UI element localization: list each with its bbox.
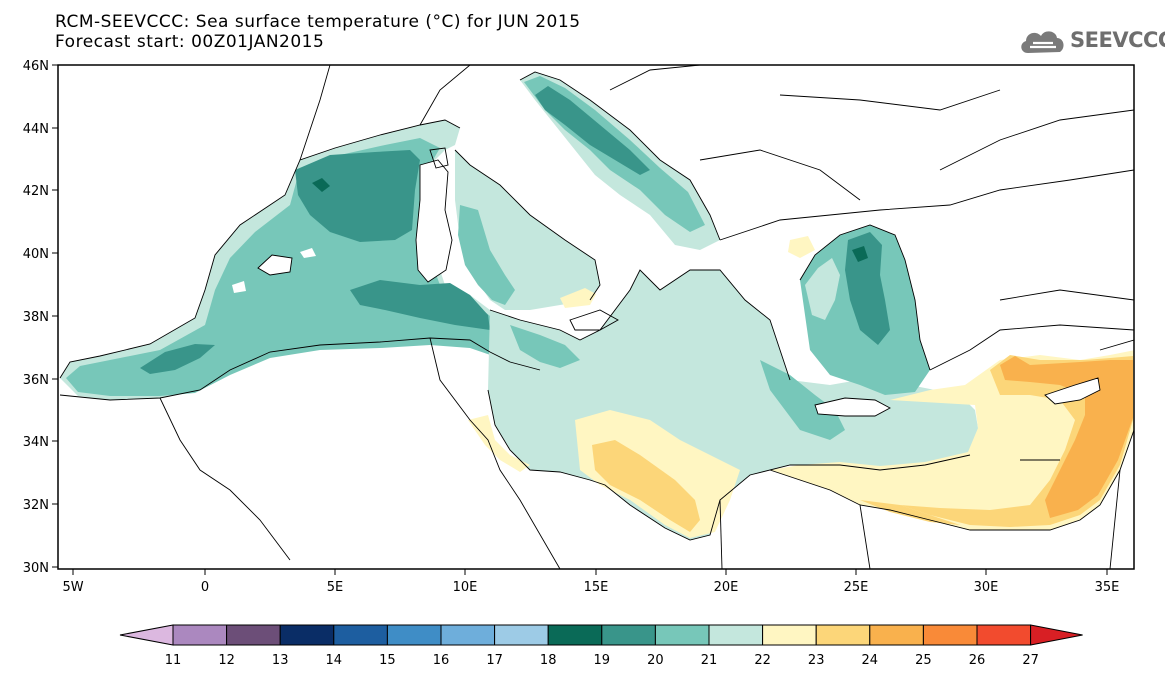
lon-label: 5W	[62, 580, 83, 595]
lat-label: 30N	[23, 561, 49, 576]
west-19-zone-north	[295, 150, 420, 242]
colorbar-label: 25	[915, 653, 932, 668]
aegean-19-zone	[845, 232, 890, 345]
sicily-channel-20	[510, 325, 580, 368]
west-20-zone	[66, 138, 540, 396]
colorbar-label: 17	[486, 653, 503, 668]
colorbar-label: 20	[647, 653, 664, 668]
lon-label: 25E	[844, 580, 869, 595]
latitude-axis: 46N 44N 42N 40N 38N 36N 34N 32N 30N	[23, 59, 58, 576]
tyrrhenian-20-zone	[458, 205, 515, 305]
sardinia-white	[416, 160, 452, 282]
lon-label: 35E	[1095, 580, 1120, 595]
colorbar-label: 11	[165, 653, 182, 668]
colorbar-swatch	[386, 624, 442, 646]
colorbar-swatch	[494, 624, 549, 646]
colorbar-label: 14	[326, 653, 343, 668]
lat-label: 46N	[23, 59, 49, 74]
colorbar-swatch	[654, 624, 710, 646]
colorbar-swatch	[226, 624, 281, 646]
tyrrhenian-22-spot	[560, 288, 596, 308]
colorbar-swatch	[601, 624, 656, 646]
lat-label: 32N	[23, 498, 49, 513]
colorbar-swatch	[333, 624, 388, 646]
colorbar-label: 24	[862, 653, 879, 668]
colorbar-swatch	[172, 624, 228, 646]
colorbar: 11 12 13 14 15 16 17 18 19 20 21 22 23 24 25 26 27	[119, 624, 1083, 668]
colorbar-label: 13	[272, 653, 289, 668]
lon-label: 5E	[327, 580, 344, 595]
lat-label: 40N	[23, 247, 49, 262]
colorbar-label: 15	[379, 653, 396, 668]
lon-label: 30E	[974, 580, 999, 595]
aegean-22-north	[788, 236, 815, 258]
colorbar-label: 18	[540, 653, 557, 668]
lat-label: 38N	[23, 310, 49, 325]
coastlines	[59, 65, 1134, 569]
colorbar-swatch	[762, 624, 817, 646]
lat-label: 42N	[23, 184, 49, 199]
cyprus-white	[1045, 378, 1100, 404]
forecast-start-subtitle: Forecast start: 00Z01JAN2015	[55, 32, 325, 52]
lon-label: 15E	[584, 580, 609, 595]
crete-white	[815, 398, 890, 416]
colorbar-swatch	[708, 624, 764, 646]
colorbar-label: 27	[1022, 653, 1039, 668]
longitude-axis: 5W 0 5E 10E 15E 20E 25E 30E 35E	[62, 569, 1119, 595]
west-18-spot	[312, 178, 330, 192]
lon-label: 10E	[453, 580, 478, 595]
aegean-18-spot	[852, 246, 868, 262]
colorbar-swatch	[547, 624, 603, 646]
lat-label: 44N	[23, 122, 49, 137]
colorbar-upper-arrow	[1030, 624, 1083, 646]
colorbar-label: 22	[754, 653, 771, 668]
levantine-24-zone	[1000, 356, 1133, 518]
colorbar-swatch	[279, 624, 335, 646]
map-title: RCM-SEEVCCC: Sea surface temperature (°C…	[55, 12, 581, 32]
lon-label: 20E	[714, 580, 739, 595]
colorbar-swatch	[976, 624, 1032, 646]
egypt-coast-23	[860, 500, 960, 525]
colorbar-label: 26	[969, 653, 986, 668]
colorbar-swatch	[869, 624, 924, 646]
colorbar-swatch	[815, 624, 871, 646]
alboran-19-zone	[140, 344, 215, 374]
adriatic-19-zone	[535, 86, 650, 175]
sst-field	[58, 65, 1134, 569]
colorbar-label: 12	[218, 653, 235, 668]
west-19-zone-south	[350, 280, 490, 330]
aegean-21-west	[805, 258, 840, 320]
lon-label: 0	[201, 580, 209, 595]
colorbar-label: 23	[808, 653, 825, 668]
colorbar-lower-arrow	[119, 624, 174, 646]
colorbar-label: 19	[594, 653, 611, 668]
balearic-white	[232, 248, 316, 293]
lat-label: 34N	[23, 435, 49, 450]
colorbar-swatch	[922, 624, 978, 646]
gulf-sidra-23	[592, 440, 700, 532]
ionian-20-east	[760, 360, 845, 440]
seevccc-logo: SEEVCCC	[1018, 26, 1165, 56]
cloud-logo-icon	[1021, 31, 1064, 53]
colorbar-swatch	[440, 624, 496, 646]
colorbar-label: 21	[701, 653, 718, 668]
lat-label: 36N	[23, 373, 49, 388]
colorbar-label: 16	[433, 653, 450, 668]
logo-text: SEEVCCC	[1070, 28, 1165, 52]
tunisia-coast-22	[468, 415, 530, 472]
